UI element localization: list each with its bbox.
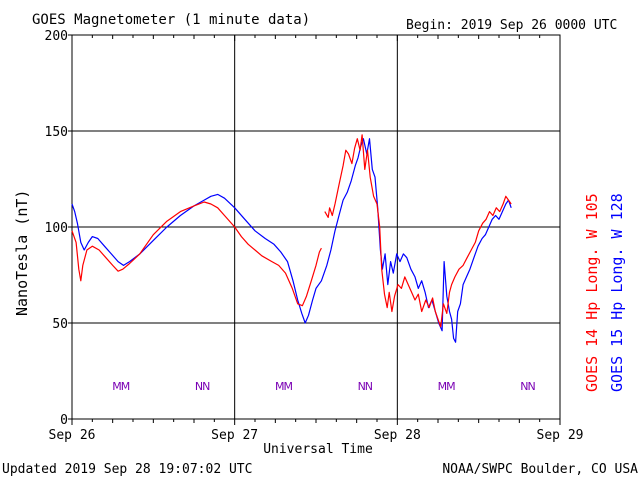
- legend-goes14: GOES 14 Hp Long. W 105: [583, 193, 601, 392]
- y-tick-label: 50: [52, 317, 68, 332]
- x-tick-label: Sep 29: [537, 428, 584, 443]
- plot-grid: [71, 34, 561, 420]
- mn-markers: MM NN MM NN MM NN: [112, 380, 536, 393]
- credit: NOAA/SWPC Boulder, CO USA: [442, 462, 638, 477]
- mn-marker: MM: [112, 380, 129, 393]
- y-tick-label: 0: [60, 413, 68, 428]
- y-tick-label: 150: [45, 125, 68, 140]
- chart-title: GOES Magnetometer (1 minute data): [32, 12, 310, 28]
- x-axis-label: Universal Time: [263, 442, 373, 457]
- mn-marker: MM: [275, 380, 292, 393]
- y-axis-label: NanoTesla (nT): [13, 190, 31, 316]
- y-tick-label: 100: [45, 221, 68, 236]
- updated-timestamp: Updated 2019 Sep 28 19:07:02 UTC: [2, 462, 252, 477]
- x-axis-ticks: Sep 26 Sep 27 Sep 28 Sep 29: [49, 35, 584, 443]
- mn-marker: NN: [358, 380, 373, 393]
- legend-goes15: GOES 15 Hp Long. W 128: [608, 193, 626, 392]
- series-goes14-line: [71, 134, 512, 328]
- mn-marker: NN: [195, 380, 210, 393]
- mn-marker: NN: [520, 380, 535, 393]
- mn-marker: MM: [438, 380, 455, 393]
- y-axis-ticks: 0 50 100 150 200: [45, 29, 72, 428]
- x-tick-label: Sep 26: [49, 428, 96, 443]
- series-goes15-line: [71, 138, 512, 343]
- x-tick-label: Sep 28: [374, 428, 421, 443]
- x-tick-label: Sep 27: [211, 428, 258, 443]
- series-layer: [71, 134, 512, 343]
- begin-time: Begin: 2019 Sep 26 0000 UTC: [406, 18, 617, 33]
- y-tick-label: 200: [45, 29, 68, 44]
